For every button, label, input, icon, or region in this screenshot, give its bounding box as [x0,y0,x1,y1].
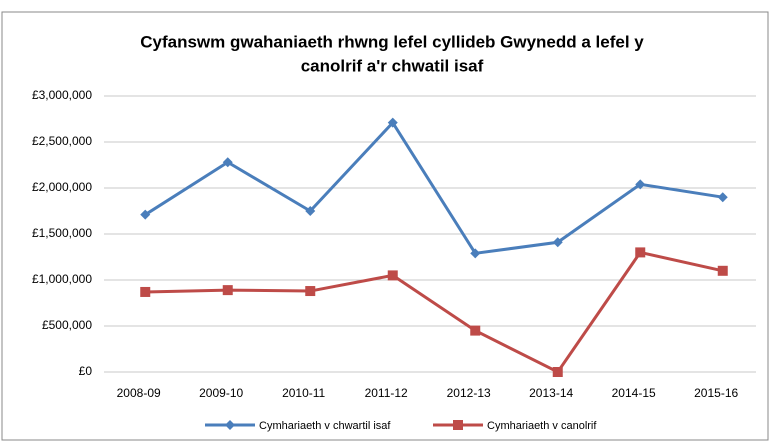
y-tick-label: £3,000,000 [32,88,92,102]
y-tick-label: £1,000,000 [32,272,92,286]
marker [140,286,151,297]
y-tick-label: £1,500,000 [32,226,92,240]
marker [225,420,235,430]
y-tick-label: £0 [79,364,93,378]
marker [387,270,398,281]
marker [470,325,481,336]
x-tick-label: 2012-13 [447,386,491,400]
series-line [144,120,723,255]
legend-label: Cymhariaeth v chwartil isaf [259,420,391,432]
marker [140,209,151,220]
legend-label: Cymhariaeth v canolrif [487,420,597,432]
chart-frame [1,11,769,441]
marker [717,192,728,203]
marker [635,247,646,258]
x-tick-label: 2010-11 [282,386,325,400]
chart-title: canolrif a'r chwatil isaf [301,56,484,75]
marker [305,206,316,216]
series-line [145,250,724,374]
marker [552,367,563,377]
marker [222,157,233,168]
y-tick-label: £500,000 [42,318,92,332]
marker [222,285,233,296]
marker [635,179,646,190]
marker [305,286,316,297]
marker [552,237,563,248]
chart-title: Cyfanswm gwahaniaeth rhwng lefel cyllide… [140,32,644,51]
x-tick-label: 2015-16 [694,386,738,400]
x-tick-label: 2008-09 [117,386,161,400]
marker [470,248,481,259]
y-tick-label: £2,000,000 [32,180,92,194]
y-tick-label: £2,500,000 [32,134,92,148]
marker [387,117,398,128]
x-tick-label: 2009-10 [199,386,243,400]
marker [453,420,463,430]
x-tick-label: 2014-15 [612,386,656,400]
x-tick-label: 2013-14 [529,386,573,400]
x-tick-label: 2011-12 [365,386,408,400]
marker [717,265,728,276]
